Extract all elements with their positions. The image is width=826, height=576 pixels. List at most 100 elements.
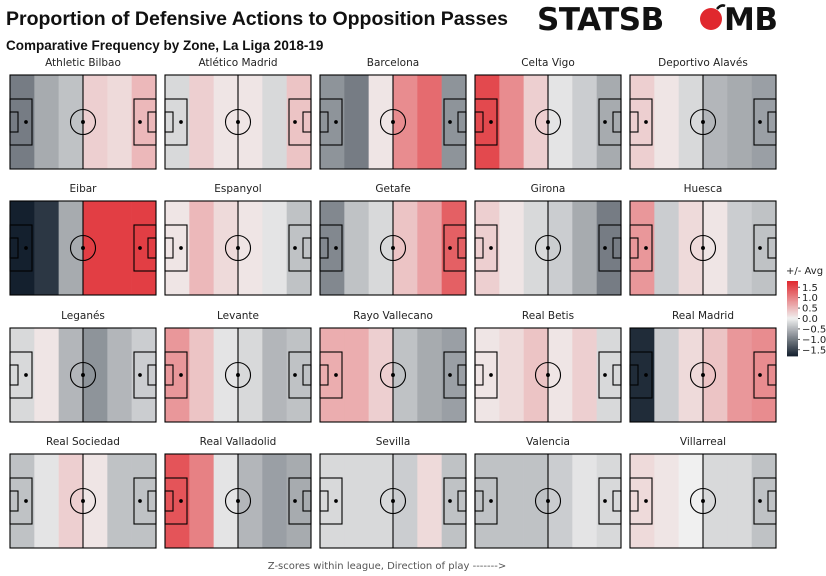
zone-cell xyxy=(107,75,132,169)
zone-cell xyxy=(630,75,655,169)
legend-swatch xyxy=(787,299,798,302)
zone-cell xyxy=(727,75,752,169)
zone-cell xyxy=(131,201,157,295)
team-name: Leganés xyxy=(61,310,105,322)
legend-swatch xyxy=(787,297,798,299)
zone-cell xyxy=(320,201,345,295)
legend-tick-label: 0.5 xyxy=(802,304,818,315)
pitch-markings xyxy=(629,200,777,296)
zone-cell xyxy=(654,75,679,169)
team-panel: Valencia xyxy=(474,436,622,549)
team-panel: Eibar xyxy=(9,183,157,296)
team-panel: Villarreal xyxy=(629,436,777,549)
legend-swatch xyxy=(787,314,798,317)
zone-cell xyxy=(262,75,287,169)
legend-swatch xyxy=(787,288,798,291)
zone-cell xyxy=(10,201,35,295)
zone-cell xyxy=(654,454,679,548)
pitch-markings xyxy=(164,327,312,423)
team-name: Girona xyxy=(531,183,566,195)
zone-cell xyxy=(417,75,442,169)
team-name: Levante xyxy=(217,310,259,322)
pitch-markings xyxy=(474,327,622,423)
legend-swatch xyxy=(787,304,798,307)
legend-tick-label: 1.5 xyxy=(802,283,818,294)
legend-swatch xyxy=(787,342,798,344)
team-panel: Deportivo Alavés xyxy=(629,57,777,170)
team-panel: Huesca xyxy=(629,183,777,296)
legend-swatch xyxy=(787,311,798,313)
legend-swatch xyxy=(787,286,798,288)
pitch-markings xyxy=(164,453,312,549)
zone-cell xyxy=(10,328,35,422)
legend-swatch xyxy=(787,353,798,356)
team-panel: Athletic Bilbao xyxy=(9,57,157,170)
legend-swatch xyxy=(787,334,798,337)
pitch-markings xyxy=(319,200,467,296)
zone-cell xyxy=(262,454,287,548)
pitch-markings xyxy=(9,327,157,423)
team-panel: Leganés xyxy=(9,310,157,423)
legend-swatch xyxy=(787,317,798,319)
legend-swatch xyxy=(787,329,798,332)
zone-cell xyxy=(107,201,132,295)
zone-cell xyxy=(727,454,752,548)
legend-swatch xyxy=(787,281,798,283)
zone-cell xyxy=(131,328,157,422)
zone-cell xyxy=(262,328,287,422)
zone-cell xyxy=(441,328,467,422)
team-panel: Getafe xyxy=(319,183,467,296)
legend-swatch xyxy=(787,296,798,298)
zone-cell xyxy=(499,75,524,169)
team-name: Athletic Bilbao xyxy=(45,57,121,69)
team-panel: Real Madrid xyxy=(629,310,777,423)
team-panel: Atlético Madrid xyxy=(164,57,312,170)
legend-swatch xyxy=(787,307,798,309)
legend-swatch xyxy=(787,294,798,297)
legend-swatch xyxy=(787,341,798,343)
legend-swatch xyxy=(787,326,798,328)
legend-swatch xyxy=(787,323,798,326)
zone-cell xyxy=(131,75,157,169)
pitch-markings xyxy=(474,200,622,296)
legend-swatch xyxy=(787,291,798,293)
team-name: Rayo Vallecano xyxy=(353,310,433,322)
legend-swatch xyxy=(787,283,798,286)
legend-swatch xyxy=(787,301,798,303)
legend-swatch xyxy=(787,292,798,294)
team-panel: Espanyol xyxy=(164,183,312,296)
legend-swatch xyxy=(787,298,798,301)
zone-cell xyxy=(630,328,655,422)
legend-swatch xyxy=(787,348,798,351)
team-panel: Real Valladolid xyxy=(164,436,312,549)
legend-swatch xyxy=(787,316,798,318)
zone-cell xyxy=(165,201,190,295)
zone-cell xyxy=(344,328,369,422)
team-name: Real Sociedad xyxy=(46,436,120,448)
zone-cell xyxy=(165,328,190,422)
pitch-markings xyxy=(474,74,622,170)
team-name: Real Betis xyxy=(522,310,574,322)
zone-cell xyxy=(189,328,214,422)
team-name: Sevilla xyxy=(376,436,411,448)
zone-cell xyxy=(344,454,369,548)
team-name: Villarreal xyxy=(680,436,726,448)
zone-cell xyxy=(344,75,369,169)
legend-swatch xyxy=(787,338,798,341)
pitch-markings xyxy=(164,200,312,296)
zone-cell xyxy=(286,201,312,295)
zone-cell xyxy=(475,75,500,169)
legend-swatch xyxy=(787,347,798,349)
pitch-markings xyxy=(319,453,467,549)
zone-cell xyxy=(10,454,35,548)
zone-cell xyxy=(262,201,287,295)
pitch-grid: Athletic Bilbao Atlético Madrid Barcelona C… xyxy=(9,57,777,549)
chart-subtitle: Comparative Frequency by Zone, La Liga 2… xyxy=(6,38,323,53)
zone-cell xyxy=(572,454,597,548)
footer-caption: Z-scores within league, Direction of pla… xyxy=(268,561,506,572)
chart-title: Proportion of Defensive Actions to Oppos… xyxy=(6,8,508,30)
logo-text-left: STATSB xyxy=(537,2,664,38)
legend-swatch xyxy=(787,322,798,324)
pitch-markings xyxy=(629,327,777,423)
legend-swatch xyxy=(787,302,798,304)
